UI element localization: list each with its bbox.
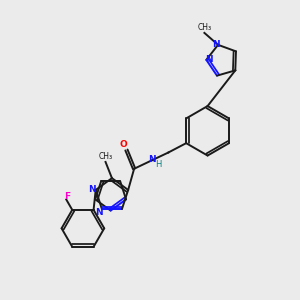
Text: F: F (64, 193, 70, 202)
Text: CH₃: CH₃ (98, 152, 112, 161)
Text: N: N (205, 55, 212, 64)
Text: N: N (212, 40, 220, 49)
Text: N: N (88, 184, 96, 194)
Text: O: O (120, 140, 127, 149)
Text: N: N (148, 155, 156, 164)
Text: CH₃: CH₃ (197, 23, 212, 32)
Text: N: N (95, 208, 103, 217)
Text: H: H (155, 160, 161, 169)
